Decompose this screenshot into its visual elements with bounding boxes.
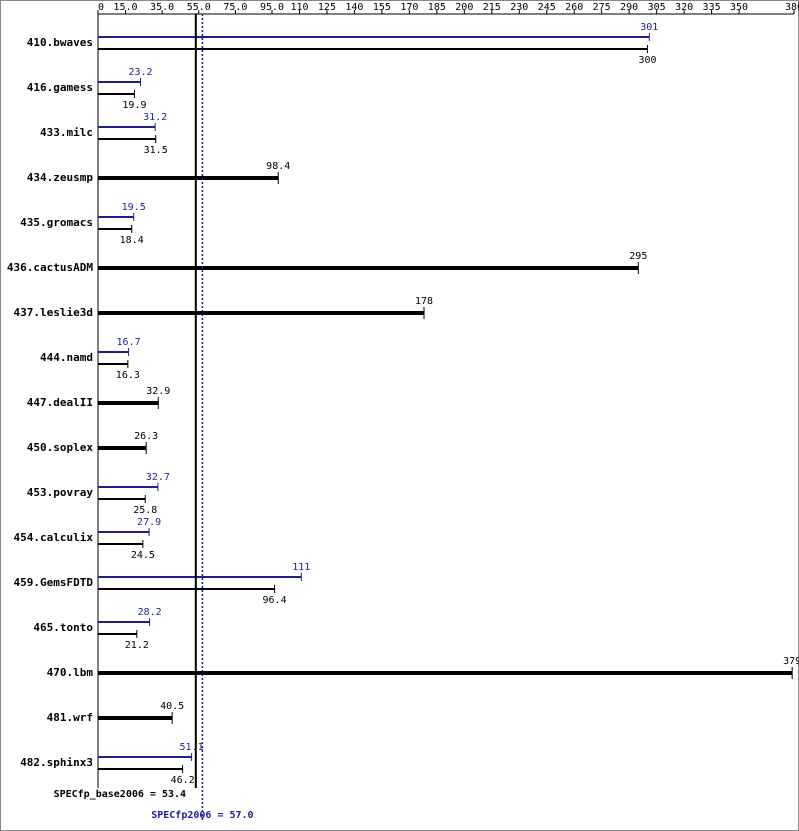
value-label: 26.3 bbox=[134, 431, 158, 442]
value-label: 19.5 bbox=[122, 202, 146, 213]
category-label: 444.namd bbox=[40, 351, 93, 364]
value-label: 24.5 bbox=[131, 550, 155, 561]
bar bbox=[98, 363, 128, 365]
x-tick-label: 95.0 bbox=[260, 2, 284, 13]
x-tick-label: 305 bbox=[648, 2, 666, 13]
bar bbox=[98, 446, 147, 450]
value-label: 21.2 bbox=[125, 640, 149, 651]
value-label: 23.2 bbox=[128, 67, 152, 78]
value-label: 28.2 bbox=[138, 607, 162, 618]
x-tick-label: 0 bbox=[98, 2, 104, 13]
bar bbox=[98, 401, 159, 405]
category-label: 454.calculix bbox=[14, 531, 94, 544]
category-label: 482.sphinx3 bbox=[20, 756, 93, 769]
x-tick-label: 320 bbox=[675, 2, 693, 13]
value-label: 295 bbox=[629, 251, 647, 262]
x-tick-label: 75.0 bbox=[223, 2, 247, 13]
bar bbox=[98, 216, 134, 218]
bar bbox=[98, 176, 279, 180]
category-label: 436.cactusADM bbox=[7, 261, 93, 274]
bar bbox=[98, 228, 132, 230]
bar bbox=[98, 543, 143, 545]
bar bbox=[98, 81, 141, 83]
bar bbox=[98, 588, 275, 590]
value-label: 32.9 bbox=[146, 386, 170, 397]
value-label: 31.5 bbox=[144, 145, 168, 156]
category-label: 437.leslie3d bbox=[14, 306, 93, 319]
value-label: 51.1 bbox=[180, 742, 204, 753]
x-tick-label: 155 bbox=[373, 2, 391, 13]
bar bbox=[98, 768, 183, 770]
x-tick-label: 35.0 bbox=[150, 2, 174, 13]
x-tick-label: 55.0 bbox=[187, 2, 211, 13]
category-label: 433.milc bbox=[40, 126, 93, 139]
category-label: 470.lbm bbox=[47, 666, 94, 679]
value-label: 301 bbox=[640, 22, 658, 33]
reference-label: SPECfp_base2006 = 53.4 bbox=[54, 789, 186, 800]
x-tick-label: 125 bbox=[318, 2, 336, 13]
bar bbox=[98, 621, 150, 623]
bar bbox=[98, 576, 302, 578]
value-label: 16.3 bbox=[116, 370, 140, 381]
bar bbox=[98, 138, 156, 140]
x-tick-label: 110 bbox=[290, 2, 308, 13]
x-tick-label: 230 bbox=[510, 2, 528, 13]
value-label: 32.7 bbox=[146, 472, 170, 483]
value-label: 178 bbox=[415, 296, 433, 307]
x-tick-label: 200 bbox=[455, 2, 473, 13]
reference-label: SPECfp2006 = 57.0 bbox=[151, 810, 253, 821]
value-label: 46.2 bbox=[171, 775, 195, 786]
value-label: 19.9 bbox=[122, 100, 146, 111]
bar bbox=[98, 126, 156, 128]
category-label: 453.povray bbox=[27, 486, 94, 499]
bar bbox=[98, 36, 650, 38]
category-label: 447.dealII bbox=[27, 396, 93, 409]
x-tick-label: 380 bbox=[785, 2, 799, 13]
value-label: 111 bbox=[292, 562, 310, 573]
x-tick-label: 245 bbox=[538, 2, 556, 13]
bar bbox=[98, 633, 137, 635]
value-label: 96.4 bbox=[263, 595, 287, 606]
x-tick-label: 335 bbox=[703, 2, 721, 13]
value-label: 98.4 bbox=[266, 161, 290, 172]
category-label: 465.tonto bbox=[33, 621, 93, 634]
value-label: 18.4 bbox=[120, 235, 144, 246]
value-label: 31.2 bbox=[143, 112, 167, 123]
bar bbox=[98, 531, 150, 533]
category-label: 416.gamess bbox=[27, 81, 93, 94]
bar bbox=[98, 266, 639, 270]
category-label: 459.GemsFDTD bbox=[14, 576, 94, 589]
value-label: 27.9 bbox=[137, 517, 161, 528]
category-label: 435.gromacs bbox=[20, 216, 93, 229]
bar bbox=[98, 311, 425, 315]
x-tick-label: 260 bbox=[565, 2, 583, 13]
x-tick-label: 275 bbox=[593, 2, 611, 13]
x-tick-label: 170 bbox=[400, 2, 418, 13]
category-label: 434.zeusmp bbox=[27, 171, 94, 184]
bar bbox=[98, 351, 129, 353]
bar bbox=[98, 486, 158, 488]
value-label: 16.7 bbox=[117, 337, 141, 348]
value-label: 25.8 bbox=[133, 505, 157, 516]
value-label: 300 bbox=[638, 55, 656, 66]
bar bbox=[98, 48, 648, 50]
bar bbox=[98, 671, 793, 675]
bar bbox=[98, 498, 146, 500]
category-label: 450.soplex bbox=[27, 441, 94, 454]
bar bbox=[98, 93, 135, 95]
x-tick-label: 15.0 bbox=[113, 2, 137, 13]
x-tick-label: 140 bbox=[345, 2, 363, 13]
x-tick-label: 185 bbox=[428, 2, 446, 13]
x-tick-label: 350 bbox=[730, 2, 748, 13]
value-label: 40.5 bbox=[160, 701, 184, 712]
bar bbox=[98, 716, 173, 720]
x-tick-label: 290 bbox=[620, 2, 638, 13]
value-label: 379 bbox=[783, 656, 799, 667]
category-label: 410.bwaves bbox=[27, 36, 93, 49]
x-tick-label: 215 bbox=[483, 2, 501, 13]
bar bbox=[98, 756, 192, 758]
category-label: 481.wrf bbox=[47, 711, 93, 724]
